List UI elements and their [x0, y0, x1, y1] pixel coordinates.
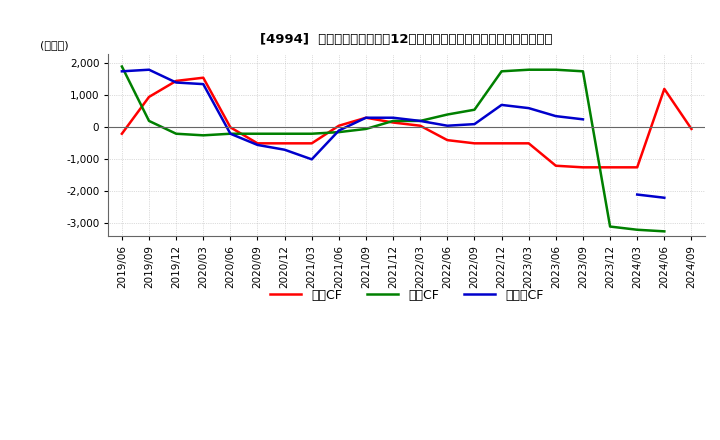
フリーCF: [498, 102, 506, 107]
Legend: 営業CF, 投資CF, フリーCF: 営業CF, 投資CF, フリーCF: [265, 283, 549, 307]
Line: フリーCF: フリーCF: [122, 70, 665, 198]
フリーCF: [524, 106, 533, 111]
営業CF: [660, 86, 669, 92]
営業CF: [498, 141, 506, 146]
投資CF: [226, 131, 235, 136]
営業CF: [579, 165, 588, 170]
営業CF: [199, 75, 207, 81]
営業CF: [145, 94, 153, 99]
投資CF: [117, 64, 126, 69]
営業CF: [361, 115, 370, 121]
営業CF: [172, 78, 181, 84]
フリーCF: [633, 192, 642, 197]
投資CF: [307, 131, 316, 136]
営業CF: [443, 137, 451, 143]
営業CF: [253, 141, 262, 146]
営業CF: [606, 165, 614, 170]
フリーCF: [660, 195, 669, 200]
フリーCF: [172, 80, 181, 85]
投資CF: [660, 229, 669, 234]
フリーCF: [470, 121, 479, 127]
フリーCF: [226, 131, 235, 136]
投資CF: [606, 224, 614, 229]
営業CF: [335, 123, 343, 128]
営業CF: [552, 163, 560, 169]
フリーCF: [335, 128, 343, 133]
フリーCF: [199, 81, 207, 87]
投資CF: [443, 112, 451, 117]
Y-axis label: (百万円): (百万円): [40, 40, 69, 50]
投資CF: [280, 131, 289, 136]
投資CF: [524, 67, 533, 72]
フリーCF: [361, 115, 370, 121]
投資CF: [253, 131, 262, 136]
投資CF: [172, 131, 181, 136]
営業CF: [470, 141, 479, 146]
投資CF: [416, 118, 425, 124]
フリーCF: [145, 67, 153, 72]
投資CF: [145, 118, 153, 124]
Title: [4994]  キャッシュフローの12か月移動合計の対前年同期増減額の推移: [4994] キャッシュフローの12か月移動合計の対前年同期増減額の推移: [261, 33, 553, 46]
投資CF: [498, 69, 506, 74]
Line: 営業CF: 営業CF: [122, 78, 691, 167]
投資CF: [389, 118, 397, 124]
フリーCF: [389, 115, 397, 121]
営業CF: [389, 120, 397, 125]
フリーCF: [253, 142, 262, 147]
フリーCF: [416, 118, 425, 124]
投資CF: [552, 67, 560, 72]
投資CF: [199, 133, 207, 138]
営業CF: [633, 165, 642, 170]
フリーCF: [307, 157, 316, 162]
フリーCF: [117, 69, 126, 74]
フリーCF: [579, 117, 588, 122]
投資CF: [470, 107, 479, 112]
フリーCF: [280, 147, 289, 152]
フリーCF: [552, 114, 560, 119]
営業CF: [524, 141, 533, 146]
営業CF: [687, 126, 696, 132]
営業CF: [226, 125, 235, 130]
投資CF: [633, 227, 642, 232]
営業CF: [117, 131, 126, 136]
Line: 投資CF: 投資CF: [122, 66, 665, 231]
投資CF: [335, 129, 343, 135]
営業CF: [280, 141, 289, 146]
投資CF: [361, 126, 370, 132]
フリーCF: [443, 123, 451, 128]
営業CF: [307, 141, 316, 146]
投資CF: [579, 69, 588, 74]
営業CF: [416, 123, 425, 128]
